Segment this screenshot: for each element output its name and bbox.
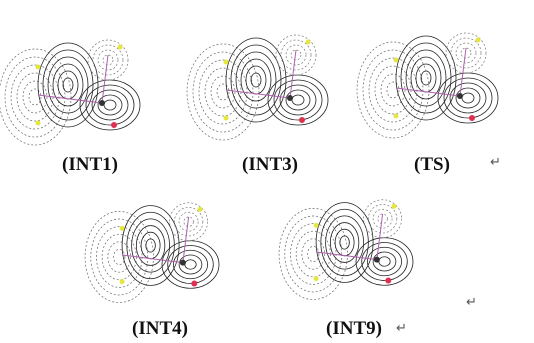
atom [36,65,41,70]
figure: (INT1) (INT3) (TS) ↵ (INT4) (INT9) ↵ ↵ [0,0,534,343]
atom [469,115,475,121]
atom [120,226,125,231]
atom [120,279,125,284]
atom [385,278,391,284]
panel-label: (INT4) [132,318,188,339]
atom [180,260,186,266]
atom [224,116,229,121]
atom [392,204,397,209]
atom [476,38,481,43]
atom [306,40,311,45]
panel-label: (TS) [414,154,450,175]
atom [314,223,319,228]
atom [198,207,203,212]
atom [394,58,399,63]
atom [111,122,117,128]
atom [36,121,41,126]
paragraph-mark: ↵ [466,295,477,310]
atom [394,114,399,119]
atom [299,117,305,123]
atom [287,95,293,101]
paragraph-mark: ↵ [490,155,501,170]
atom [191,281,197,287]
panel-label: (INT3) [242,154,298,175]
atom [224,60,229,65]
atom [99,100,105,106]
panel-label: (INT1) [62,154,118,175]
atom [374,257,380,263]
atom [118,45,123,50]
paragraph-mark: ↵ [396,321,407,336]
atom [457,93,463,99]
panel-label: (INT9) [326,318,382,339]
atom [314,276,319,281]
